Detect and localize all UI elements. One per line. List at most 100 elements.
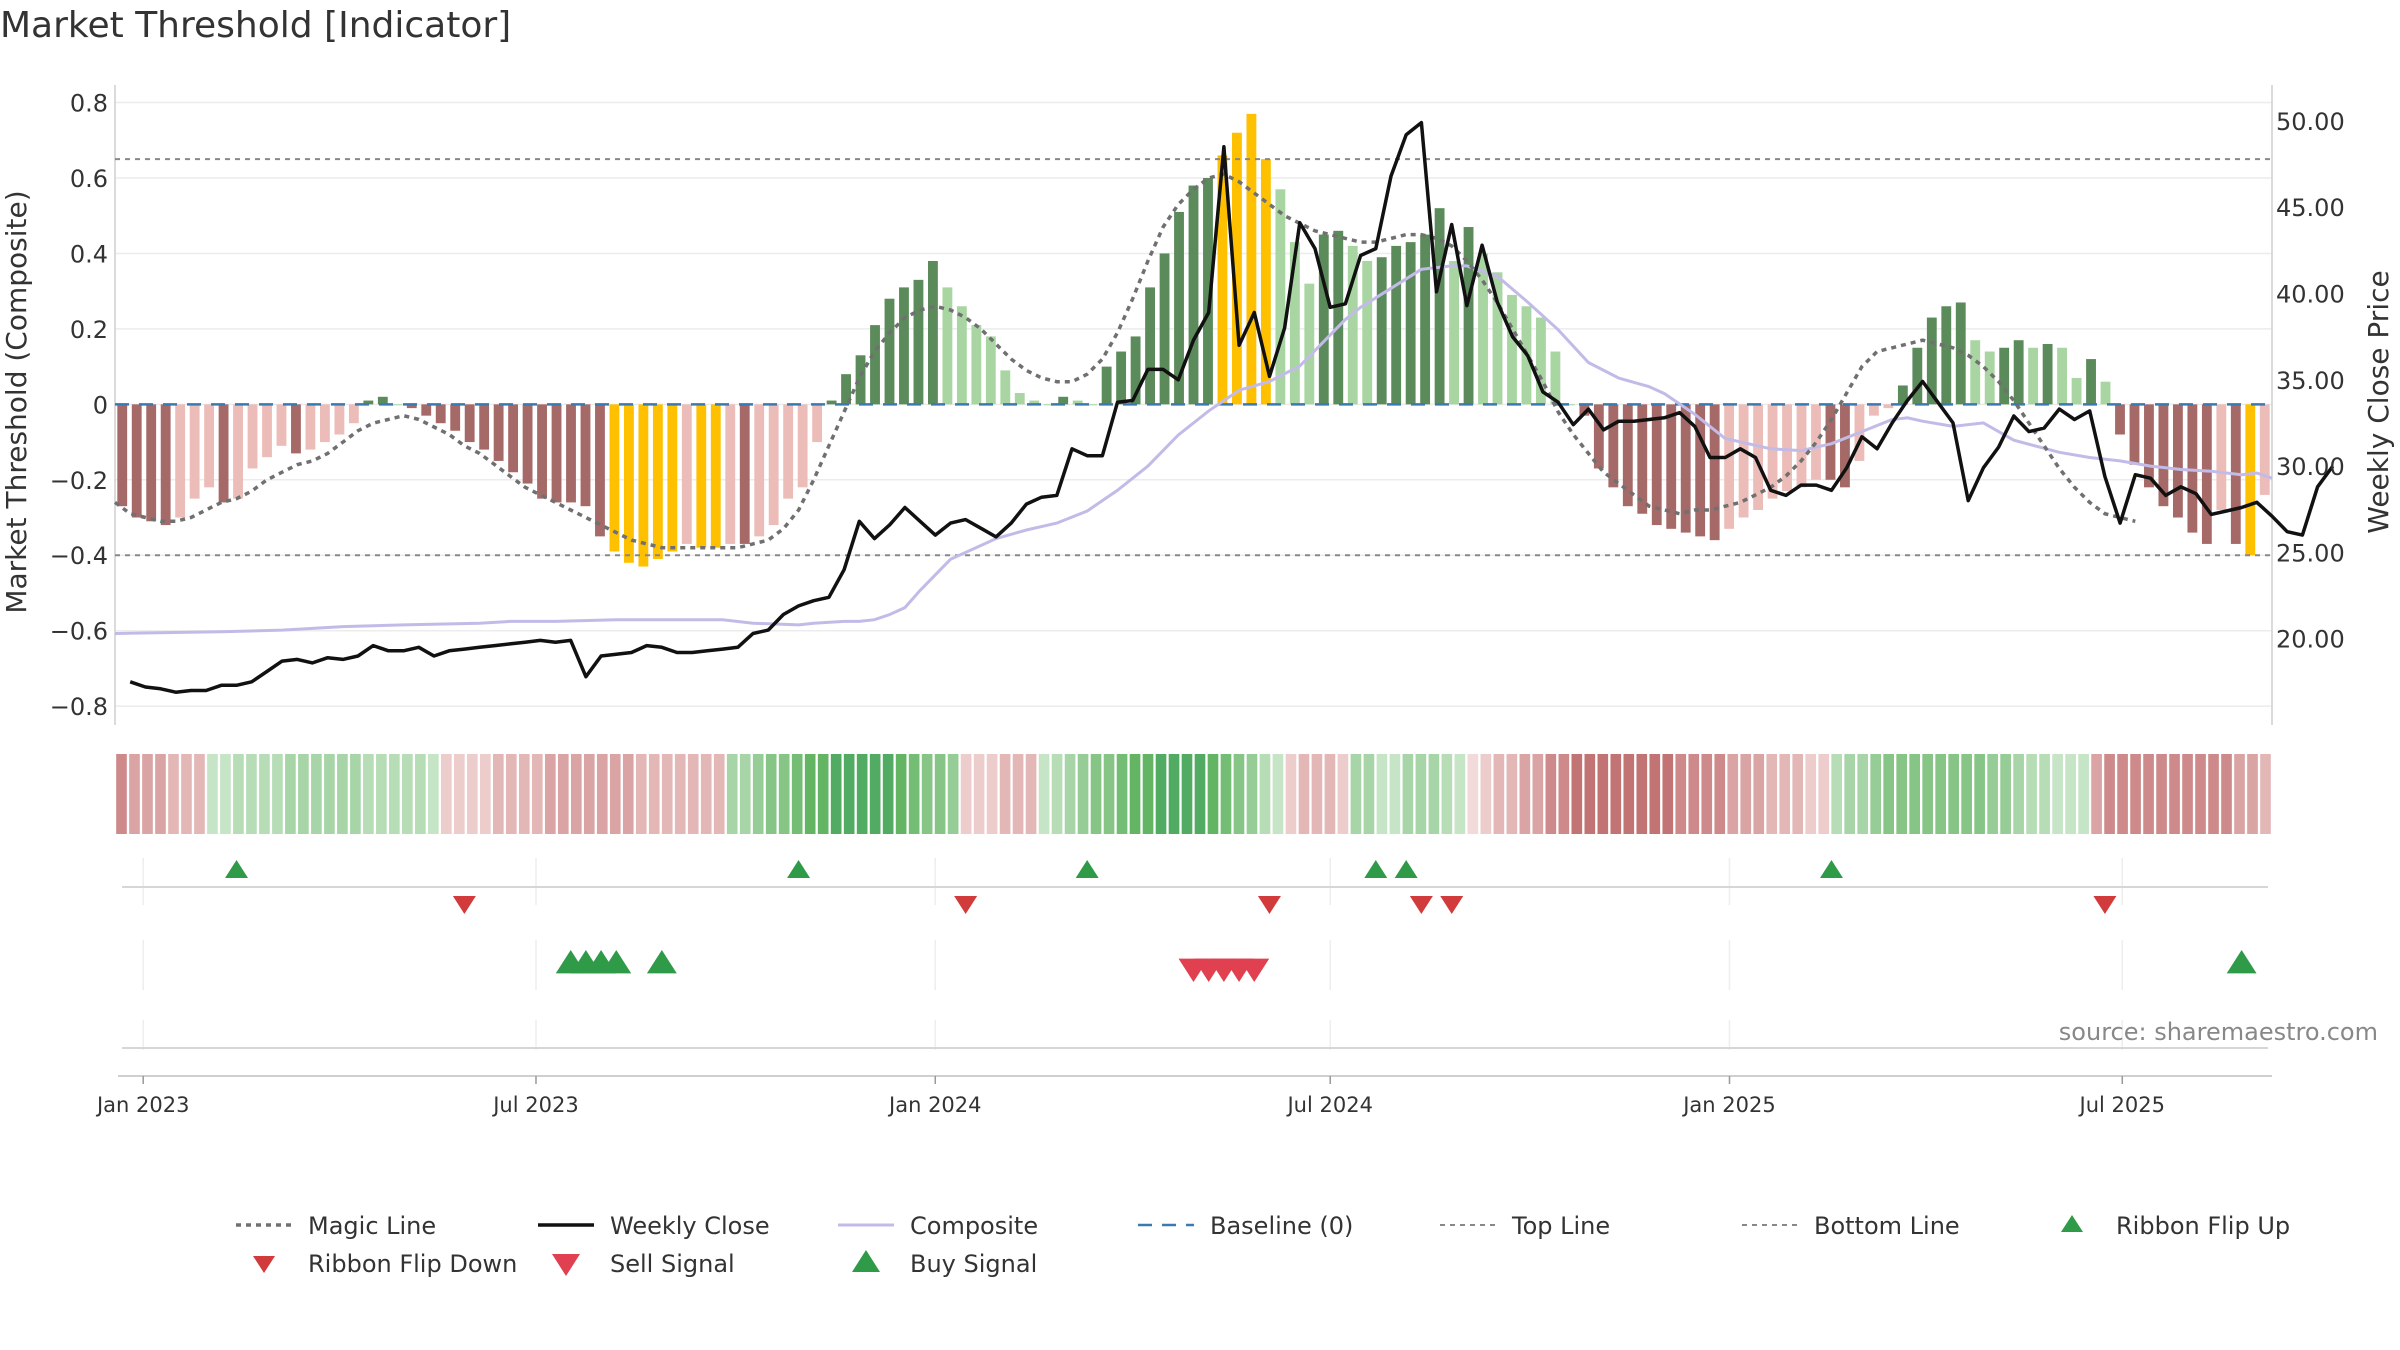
ribbon-cell bbox=[155, 754, 166, 834]
ribbon-cell bbox=[1220, 754, 1232, 834]
composite-bar bbox=[2259, 404, 2270, 495]
ribbon-cell bbox=[687, 754, 699, 834]
composite-bar bbox=[956, 306, 967, 405]
composite-bar bbox=[1376, 257, 1387, 405]
ribbon-cell bbox=[1753, 754, 1765, 834]
ribbon-cell bbox=[1090, 754, 1102, 834]
composite-bar bbox=[537, 404, 547, 499]
ribbon-cell bbox=[1506, 754, 1518, 834]
ribbon-cell bbox=[1610, 754, 1622, 834]
legend-item-baseline: Baseline (0) bbox=[1138, 1212, 1353, 1240]
composite-bar bbox=[783, 404, 794, 499]
sell-signal-marker bbox=[1239, 958, 1270, 982]
composite-bar bbox=[1709, 404, 1720, 541]
ribbon-cell bbox=[220, 754, 231, 834]
composite-bar bbox=[348, 404, 359, 424]
composite-bar bbox=[812, 404, 823, 443]
composite-bar bbox=[797, 404, 808, 488]
ribbon-cell bbox=[2260, 754, 2271, 834]
composite-bar bbox=[189, 404, 200, 499]
ribbon-cell bbox=[2195, 754, 2206, 834]
ribbon-cell bbox=[804, 754, 816, 834]
composite-bar bbox=[1926, 317, 1937, 405]
composite-bar bbox=[218, 404, 229, 503]
ribbon-cell bbox=[1662, 754, 1674, 834]
ribbon-flip-down-marker bbox=[452, 896, 476, 914]
ribbon-cell bbox=[1636, 754, 1648, 834]
ribbon-cell bbox=[2156, 754, 2167, 834]
legend-item-flipup: Ribbon Flip Up bbox=[2061, 1212, 2290, 1240]
legend-label: Magic Line bbox=[308, 1212, 436, 1240]
buy-signal-marker bbox=[601, 950, 632, 974]
ribbon-cell bbox=[856, 754, 868, 834]
y-tick-label-right: 30.00 bbox=[2276, 453, 2345, 481]
ribbon-cell bbox=[1727, 754, 1739, 834]
x-tick-label: Jan 2025 bbox=[1681, 1093, 1776, 1117]
composite-bar bbox=[1463, 227, 1474, 405]
legend-label: Sell Signal bbox=[610, 1250, 735, 1278]
ribbon-cell bbox=[921, 754, 933, 834]
composite-bar bbox=[1000, 370, 1011, 405]
composite-bar bbox=[117, 404, 128, 507]
ribbon-cell bbox=[557, 754, 569, 834]
ribbon-cell bbox=[1311, 754, 1323, 834]
composite-bar bbox=[276, 404, 287, 446]
ribbon-flip-down-marker bbox=[1257, 896, 1281, 914]
chart-title: Market Threshold [Indicator] bbox=[0, 5, 511, 46]
ribbon-cell bbox=[791, 754, 803, 834]
x-axis: Jan 2023 Jul 2023 Jan 2024 Jul 2024 Jan 2025… bbox=[95, 1075, 2272, 1117]
composite-bar bbox=[2158, 404, 2169, 507]
composite-bar bbox=[291, 404, 301, 454]
ribbon-cell bbox=[1337, 754, 1349, 834]
ribbon-cell bbox=[778, 754, 790, 834]
ribbon-cell bbox=[1909, 754, 1920, 834]
ribbon-cell bbox=[1870, 754, 1882, 834]
ribbon-cell bbox=[1389, 754, 1401, 834]
ribbon-cell bbox=[531, 754, 543, 834]
ribbon-cell bbox=[363, 754, 374, 834]
composite-bar bbox=[566, 404, 576, 503]
composite-bar bbox=[392, 404, 403, 406]
composite-bar bbox=[1811, 404, 1821, 480]
composite-bar bbox=[1043, 404, 1054, 406]
composite-bar bbox=[754, 404, 765, 537]
ribbon-cell bbox=[2130, 754, 2141, 834]
composite-bar bbox=[899, 287, 909, 405]
ribbon-cell bbox=[726, 754, 738, 834]
composite-bar bbox=[1318, 234, 1329, 405]
composite-bar bbox=[1608, 404, 1619, 488]
ribbon-cell bbox=[518, 754, 530, 834]
composite-bar bbox=[1145, 287, 1155, 405]
axes: 0.8 0.6 0.4 0.2 0 −0.2 −0.4 −0.6 −0.8 50.00 45.00 4… bbox=[50, 90, 2345, 722]
composite-bar bbox=[1637, 404, 1648, 514]
composite-bar bbox=[1999, 347, 2010, 405]
ribbon-cell bbox=[648, 754, 660, 834]
ribbon-cell bbox=[1051, 754, 1063, 834]
y-tick-label-right: 45.00 bbox=[2276, 194, 2345, 222]
composite-bar bbox=[1246, 113, 1257, 405]
y-tick-label-right: 50.00 bbox=[2276, 108, 2345, 136]
y-tick-label-left: −0.4 bbox=[50, 542, 108, 570]
ribbon-cell bbox=[1116, 754, 1128, 834]
composite-bar bbox=[233, 404, 243, 499]
y-tick-label-left: −0.6 bbox=[50, 618, 108, 646]
composite-bar bbox=[2216, 404, 2227, 510]
ribbon-cell bbox=[194, 754, 205, 834]
y-tick-label-left: −0.2 bbox=[50, 467, 108, 495]
ribbon-cell bbox=[947, 754, 959, 834]
ribbon-cell bbox=[1025, 754, 1037, 834]
composite-bar bbox=[1767, 404, 1778, 499]
ribbon-flip-up-marker bbox=[787, 860, 811, 878]
ribbon-cell bbox=[1142, 754, 1154, 834]
ribbon-cell bbox=[1532, 754, 1544, 834]
ribbon-cell bbox=[674, 754, 686, 834]
ribbon-cell bbox=[1922, 754, 1933, 834]
ribbon-cell bbox=[1792, 754, 1804, 834]
ribbon-cell bbox=[285, 754, 296, 834]
composite-bar bbox=[1941, 306, 1952, 405]
ribbon-cell bbox=[1844, 754, 1856, 834]
composite-bar bbox=[841, 374, 851, 405]
composite-bar bbox=[247, 404, 258, 469]
ribbon-cell bbox=[622, 754, 634, 834]
composite-bar bbox=[884, 298, 895, 405]
